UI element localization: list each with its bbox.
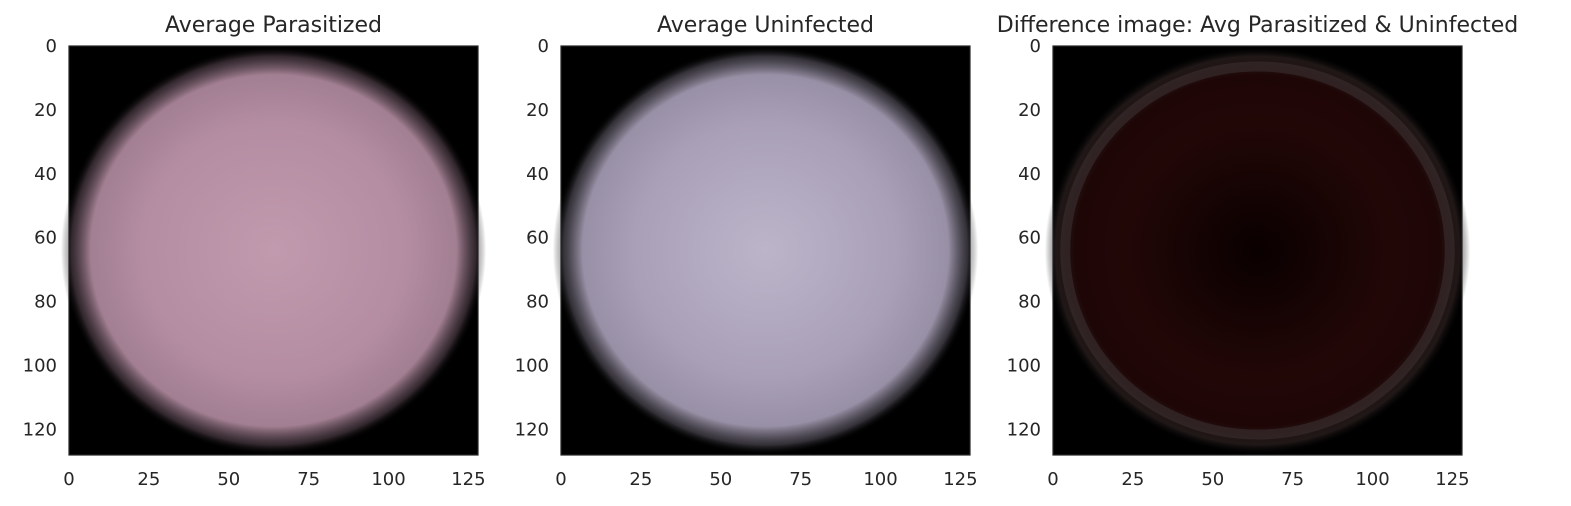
x-tick-label: 100 (1355, 469, 1389, 490)
x-tick-label: 50 (709, 469, 732, 490)
x-tick-label: 100 (863, 469, 897, 490)
x-tick-label: 75 (1281, 469, 1304, 490)
y-tick-label: 120 (23, 419, 57, 440)
y-tick-label: 40 (526, 164, 549, 185)
x-tick-label: 125 (943, 469, 977, 490)
panel-average-parasitized: Average Parasitized 0 20 40 60 80 100 120 0 25 5… (23, 13, 487, 490)
x-tick-label: 125 (1435, 469, 1469, 490)
x-tick-label: 50 (217, 469, 240, 490)
image-area (60, 46, 487, 455)
y-tick-label: 80 (34, 292, 57, 313)
averaged-cell-disc (552, 46, 979, 455)
x-tick-label: 0 (1047, 469, 1058, 490)
panel-title: Average Parasitized (165, 13, 382, 38)
axes-frame (560, 45, 971, 456)
y-tick-label: 80 (526, 292, 549, 313)
x-tick-label: 0 (63, 469, 74, 490)
image-area (552, 46, 979, 455)
y-tick-label: 60 (34, 228, 57, 249)
x-axis-ticks: 0 25 50 75 100 125 (63, 469, 485, 490)
x-tick-label: 25 (1121, 469, 1144, 490)
y-axis-ticks: 0 20 40 60 80 100 120 (515, 36, 549, 440)
y-tick-label: 100 (1007, 356, 1041, 377)
axes-frame (1052, 45, 1463, 456)
y-tick-label: 40 (34, 164, 57, 185)
y-tick-label: 100 (23, 356, 57, 377)
panel-title: Average Uninfected (657, 13, 874, 38)
axes-frame (68, 45, 479, 456)
y-tick-label: 120 (1007, 419, 1041, 440)
x-tick-label: 25 (137, 469, 160, 490)
panel-average-uninfected: Average Uninfected 0 20 40 60 80 100 120 0 25 50… (515, 13, 979, 490)
y-tick-label: 0 (1030, 36, 1041, 57)
y-tick-label: 40 (1018, 164, 1041, 185)
x-tick-label: 25 (629, 469, 652, 490)
averaged-cell-disc (60, 46, 487, 455)
x-axis-ticks: 0 25 50 75 100 125 (1047, 469, 1469, 490)
y-tick-label: 20 (1018, 100, 1041, 121)
x-tick-label: 50 (1201, 469, 1224, 490)
y-tick-label: 0 (538, 36, 549, 57)
y-axis-ticks: 0 20 40 60 80 100 120 (23, 36, 57, 440)
y-tick-label: 20 (34, 100, 57, 121)
y-tick-label: 120 (515, 419, 549, 440)
y-tick-label: 0 (46, 36, 57, 57)
difference-ring (1060, 61, 1455, 440)
y-tick-label: 60 (1018, 228, 1041, 249)
panel-title: Difference image: Avg Parasitized & Unin… (997, 13, 1518, 38)
y-tick-label: 80 (1018, 292, 1041, 313)
x-tick-label: 75 (297, 469, 320, 490)
x-tick-label: 75 (789, 469, 812, 490)
y-tick-label: 60 (526, 228, 549, 249)
averaged-cell-disc (1044, 46, 1471, 455)
x-tick-label: 0 (555, 469, 566, 490)
x-tick-label: 125 (451, 469, 485, 490)
y-axis-ticks: 0 20 40 60 80 100 120 (1007, 36, 1041, 440)
image-area (1044, 46, 1471, 455)
y-tick-label: 100 (515, 356, 549, 377)
panel-difference-image: Difference image: Avg Parasitized & Unin… (997, 13, 1518, 490)
x-tick-label: 100 (371, 469, 405, 490)
y-tick-label: 20 (526, 100, 549, 121)
x-axis-ticks: 0 25 50 75 100 125 (555, 469, 977, 490)
